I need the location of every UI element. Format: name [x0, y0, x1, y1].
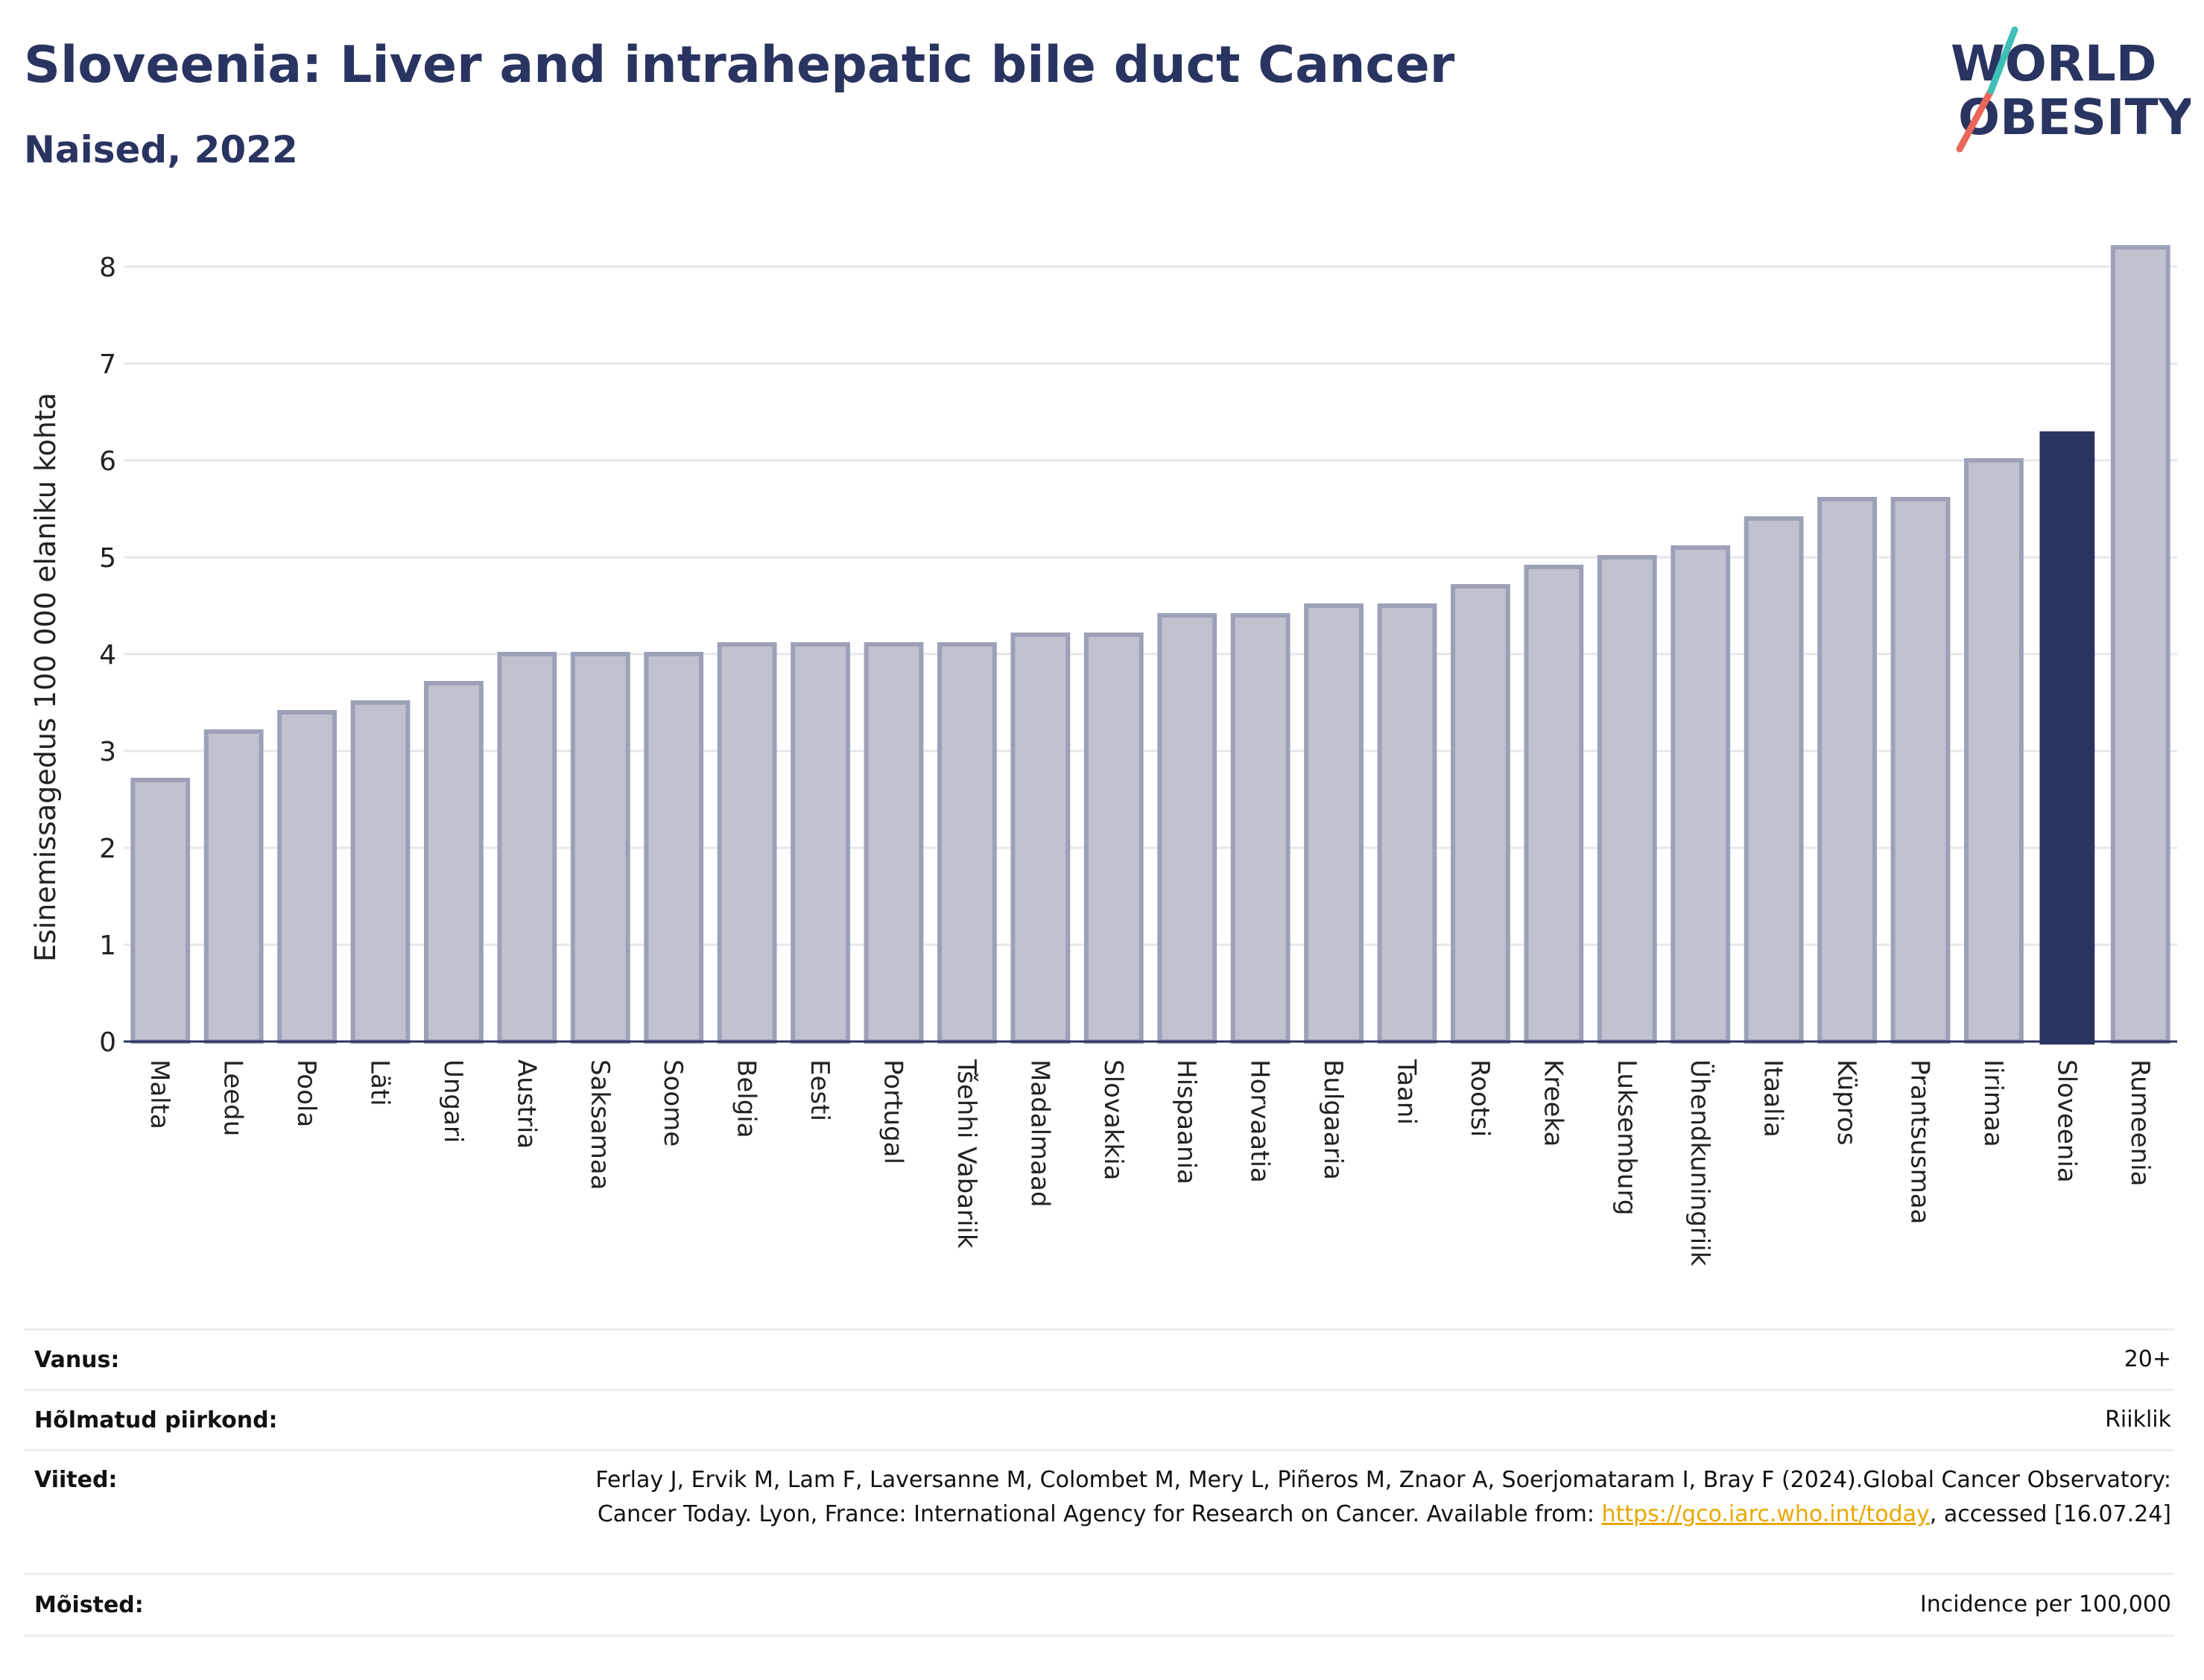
info-row-references: Viited: Ferlay J, Ervik M, Lam F, Lavers…	[24, 1449, 2174, 1573]
references-text-end: , accessed [16.07.24]	[1929, 1501, 2171, 1527]
info-row-age: Vanus: 20+	[24, 1328, 2174, 1389]
y-tick-label: 2	[99, 834, 116, 864]
bar-rootsi	[1451, 584, 1510, 1044]
x-tick-label: Madalmaad	[1025, 1059, 1054, 1207]
chart-title: Sloveenia: Liver and intrahepatic bile d…	[24, 36, 1455, 95]
info-key-definitions: Mõisted:	[34, 1591, 144, 1618]
info-row-definitions: Mõisted: Incidence per 100,000	[24, 1573, 2174, 1637]
y-tick-label: 4	[99, 640, 116, 671]
bar-luksemburg	[1597, 555, 1657, 1044]
y-tick-label: 7	[99, 349, 116, 380]
logo-slash-teal	[1987, 26, 2018, 95]
y-tick-label: 6	[99, 446, 116, 477]
x-tick-label: Prantsusmaa	[1905, 1059, 1935, 1224]
x-tick-label: Itaalia	[1758, 1059, 1788, 1138]
bar-rumeenia	[2110, 245, 2170, 1044]
bar-soome	[644, 652, 704, 1044]
bar-slovakkia	[1083, 633, 1144, 1044]
references-text: Ferlay J, Ervik M, Lam F, Laversanne M, …	[595, 1467, 2171, 1527]
x-tick-label: Läti	[365, 1059, 395, 1106]
info-key-references: Viited:	[34, 1467, 118, 1493]
x-tick-label: Ungari	[438, 1059, 468, 1143]
bar-sloveenia	[2039, 431, 2095, 1045]
info-val-region: Riiklik	[2105, 1407, 2171, 1433]
info-val-definitions: Incidence per 100,000	[1919, 1591, 2171, 1617]
y-tick-label: 3	[99, 737, 116, 767]
bars	[130, 245, 2170, 1045]
y-axis-label: Esinemissagedus 100 000 elaniku kohta	[29, 393, 62, 962]
bar-taani	[1377, 603, 1437, 1044]
y-tick-label: 8	[99, 253, 116, 283]
bar-bulgaaria	[1304, 603, 1364, 1044]
info-key-age: Vanus:	[34, 1346, 120, 1373]
world-obesity-logo: WORLD OBESITY	[1951, 26, 2191, 153]
bar-belgia	[717, 642, 777, 1044]
x-tick-label: Malta	[145, 1059, 174, 1129]
info-val-references: Ferlay J, Ervik M, Lam F, Laversanne M, …	[592, 1463, 2174, 1532]
bar-kreeka	[1524, 565, 1584, 1044]
bar-saksamaa	[570, 652, 630, 1044]
bar-leedu	[203, 729, 264, 1044]
bar-ühendkuningriik	[1671, 545, 1731, 1044]
info-table: Vanus: 20+ Hõlmatud piirkond: Riiklik Vi…	[24, 1328, 2174, 1637]
x-tick-label: Belgia	[732, 1059, 761, 1138]
bar-läti	[350, 700, 411, 1044]
bar-malta	[130, 778, 191, 1044]
bar-tšehhi-vabariik	[937, 642, 997, 1044]
x-tick-label: Slovakkia	[1098, 1059, 1128, 1180]
x-tick-label: Taani	[1392, 1059, 1422, 1125]
x-tick-label: Rumeenia	[2125, 1059, 2155, 1186]
y-tick-label: 1	[99, 931, 116, 961]
y-tick-label: 5	[99, 543, 116, 574]
chart-subtitle: Naised, 2022	[24, 128, 298, 171]
info-key-region: Hõlmatud piirkond:	[34, 1407, 278, 1433]
logo-line2: OBESITY	[1958, 89, 2191, 146]
info-val-age: 20+	[2124, 1346, 2171, 1372]
x-tick-label: Kreeka	[1538, 1059, 1568, 1147]
info-row-region: Hõlmatud piirkond: Riiklik	[24, 1389, 2174, 1449]
bar-itaalia	[1744, 516, 1804, 1044]
y-tick-label: 0	[99, 1027, 116, 1058]
bar-austria	[497, 652, 557, 1044]
x-tick-label: Luksemburg	[1612, 1059, 1641, 1215]
x-tick-label: Eesti	[805, 1059, 835, 1121]
bar-hispaania	[1157, 613, 1217, 1044]
bar-ungari	[424, 681, 484, 1044]
x-tick-label: Küpros	[1831, 1059, 1861, 1145]
bar-chart: 0 1 2 3 4 5 6 7 8 Malta Leedu Poola Läti Ungari Austr…	[29, 245, 2177, 1267]
x-tick-label: Horvaatia	[1245, 1059, 1275, 1183]
x-tick-label: Tšehhi Vabariik	[951, 1059, 981, 1249]
bar-horvaatia	[1230, 613, 1291, 1044]
x-tick-label: Soome	[658, 1059, 688, 1147]
x-tick-label: Bulgaaria	[1318, 1059, 1348, 1180]
bar-portugal	[864, 642, 924, 1044]
bar-prantsusmaa	[1890, 497, 1951, 1044]
x-tick-label: Portugal	[878, 1059, 908, 1164]
x-tick-label: Rootsi	[1465, 1059, 1495, 1137]
logo-slash-red	[1956, 87, 1995, 153]
x-tick-label: Leedu	[218, 1059, 248, 1136]
y-tick-labels: 0 1 2 3 4 5 6 7 8	[99, 253, 116, 1058]
references-link[interactable]: https://gco.iarc.who.int/today	[1601, 1501, 1930, 1527]
x-tick-label: Poola	[291, 1059, 321, 1127]
x-category-labels: Malta Leedu Poola Läti Ungari Austria Saksamaa…	[145, 1059, 2155, 1267]
logo-line1: WORLD	[1951, 35, 2157, 92]
bar-eesti	[791, 642, 850, 1044]
x-tick-label: Austria	[511, 1059, 541, 1149]
bar-madalmaad	[1010, 633, 1071, 1044]
x-tick-label: Hispaania	[1171, 1059, 1201, 1185]
x-tick-label: Saksamaa	[585, 1059, 615, 1190]
x-tick-label: Sloveenia	[2051, 1059, 2081, 1183]
bar-iirimaa	[1964, 458, 2024, 1044]
x-tick-label: Iirimaa	[1978, 1059, 2008, 1147]
x-tick-label: Ühendkuningriik	[1685, 1059, 1715, 1267]
bar-küpros	[1817, 497, 1877, 1044]
bar-poola	[277, 710, 337, 1044]
